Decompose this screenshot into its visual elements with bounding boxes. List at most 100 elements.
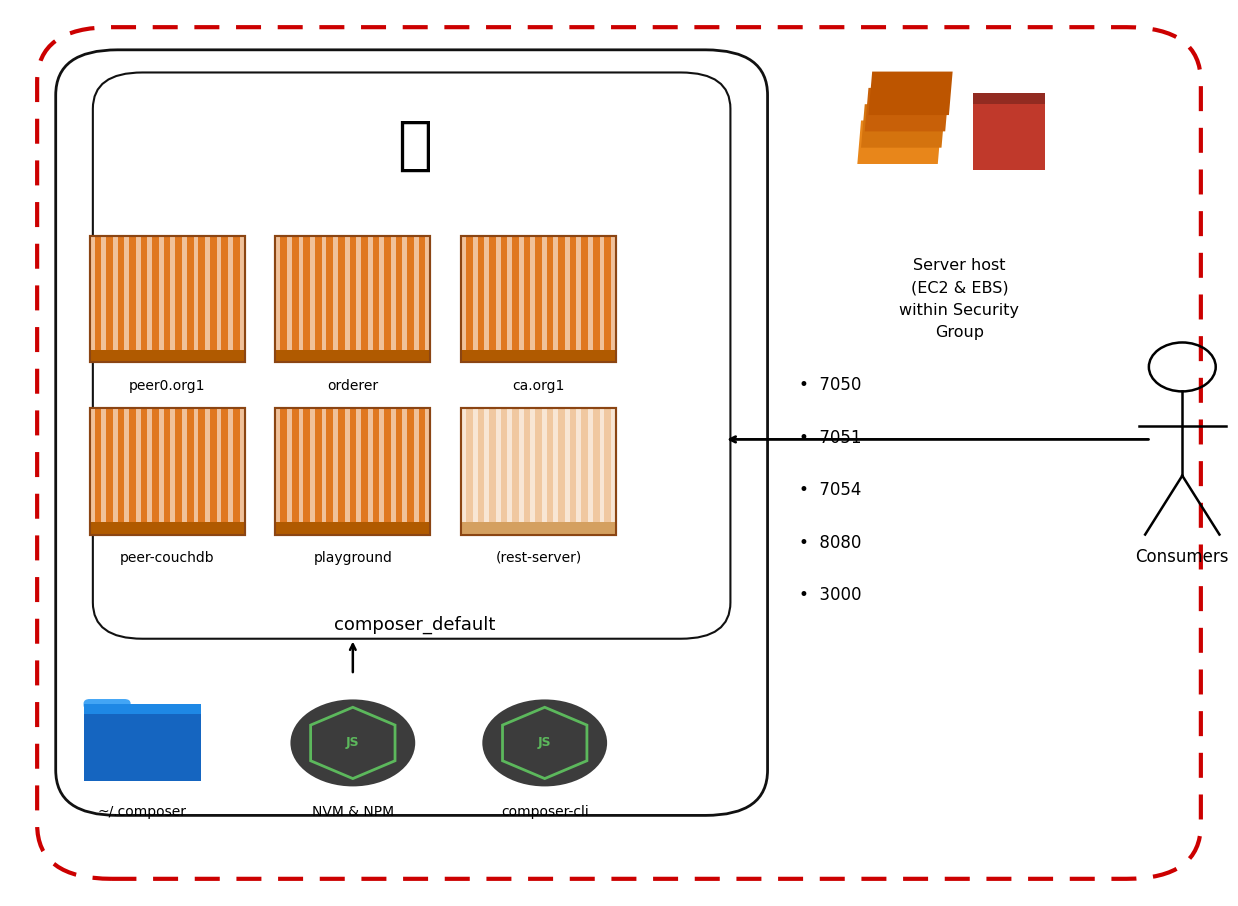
Bar [90, 408, 94, 522]
Bar [275, 236, 280, 350]
Text: JS: JS [345, 737, 360, 749]
FancyBboxPatch shape [461, 350, 617, 362]
Bar [182, 408, 187, 522]
Bar [217, 236, 222, 350]
Bar [310, 236, 314, 350]
Bar [530, 408, 535, 522]
Bar [193, 408, 198, 522]
Text: ~/.composer: ~/.composer [98, 805, 187, 818]
Bar [182, 236, 187, 350]
FancyBboxPatch shape [275, 522, 431, 535]
Bar [368, 408, 373, 522]
Bar [426, 408, 431, 522]
Text: composer-cli: composer-cli [501, 805, 588, 818]
Bar [357, 236, 361, 350]
Text: •  7051: • 7051 [799, 429, 860, 447]
FancyBboxPatch shape [84, 699, 131, 709]
Bar [193, 236, 198, 350]
Text: JS: JS [537, 737, 552, 749]
Text: peer-couchdb: peer-couchdb [120, 551, 214, 564]
Bar [322, 408, 327, 522]
Bar [102, 408, 106, 522]
Text: •  8080: • 8080 [799, 534, 860, 552]
Text: Consumers: Consumers [1135, 548, 1229, 566]
Bar [298, 408, 303, 522]
Bar [391, 408, 396, 522]
Bar [565, 236, 569, 350]
Bar [275, 408, 280, 522]
Bar [102, 236, 106, 350]
FancyBboxPatch shape [973, 104, 1045, 170]
Bar [473, 236, 478, 350]
Polygon shape [858, 120, 941, 164]
Bar [298, 236, 303, 350]
Bar [612, 408, 617, 522]
Bar [577, 236, 582, 350]
Text: (rest-server): (rest-server) [495, 551, 582, 564]
Text: playground: playground [313, 551, 392, 564]
Text: •  7050: • 7050 [799, 376, 860, 394]
FancyBboxPatch shape [275, 236, 431, 362]
Polygon shape [869, 72, 953, 115]
Text: orderer: orderer [327, 379, 379, 392]
Ellipse shape [291, 699, 415, 786]
Bar [508, 236, 513, 350]
FancyBboxPatch shape [973, 92, 1045, 104]
Bar [553, 408, 558, 522]
Bar [519, 408, 524, 522]
Bar [461, 408, 465, 522]
Bar [357, 408, 361, 522]
Text: •  3000: • 3000 [799, 586, 860, 604]
FancyBboxPatch shape [275, 350, 431, 362]
Bar [287, 408, 292, 522]
Bar [542, 236, 547, 350]
Bar [577, 408, 582, 522]
Bar [426, 236, 431, 350]
Polygon shape [862, 104, 946, 148]
Text: peer0.org1: peer0.org1 [129, 379, 206, 392]
FancyBboxPatch shape [461, 408, 617, 535]
Bar [495, 236, 500, 350]
Bar [240, 408, 244, 522]
FancyBboxPatch shape [84, 705, 201, 781]
FancyBboxPatch shape [90, 522, 245, 535]
Bar [228, 236, 233, 350]
Bar [612, 236, 617, 350]
Bar [333, 408, 338, 522]
Text: 🐳: 🐳 [397, 117, 432, 173]
Text: •  7054: • 7054 [799, 481, 860, 499]
Bar [553, 236, 558, 350]
Bar [147, 236, 152, 350]
Bar [287, 236, 292, 350]
Bar [473, 408, 478, 522]
Bar [136, 408, 141, 522]
Text: Server host
(EC2 & EBS)
within Security
Group: Server host (EC2 & EBS) within Security … [900, 258, 1019, 340]
FancyBboxPatch shape [461, 522, 617, 535]
FancyBboxPatch shape [275, 408, 431, 535]
Bar [124, 236, 129, 350]
Bar [599, 236, 604, 350]
Bar [113, 236, 118, 350]
Bar [413, 408, 418, 522]
FancyBboxPatch shape [90, 236, 245, 362]
Bar [565, 408, 569, 522]
Bar [310, 408, 314, 522]
Bar [228, 408, 233, 522]
Bar [530, 236, 535, 350]
Bar [171, 236, 176, 350]
Bar [413, 236, 418, 350]
FancyBboxPatch shape [84, 705, 201, 714]
Bar [344, 408, 349, 522]
Bar [484, 408, 489, 522]
Bar [508, 408, 513, 522]
Bar [217, 408, 222, 522]
Polygon shape [865, 88, 948, 131]
Bar [158, 236, 163, 350]
Bar [402, 408, 407, 522]
Bar [379, 408, 384, 522]
Text: ca.org1: ca.org1 [513, 379, 565, 392]
Bar [147, 408, 152, 522]
FancyBboxPatch shape [90, 408, 245, 535]
Bar [484, 236, 489, 350]
Bar [124, 408, 129, 522]
